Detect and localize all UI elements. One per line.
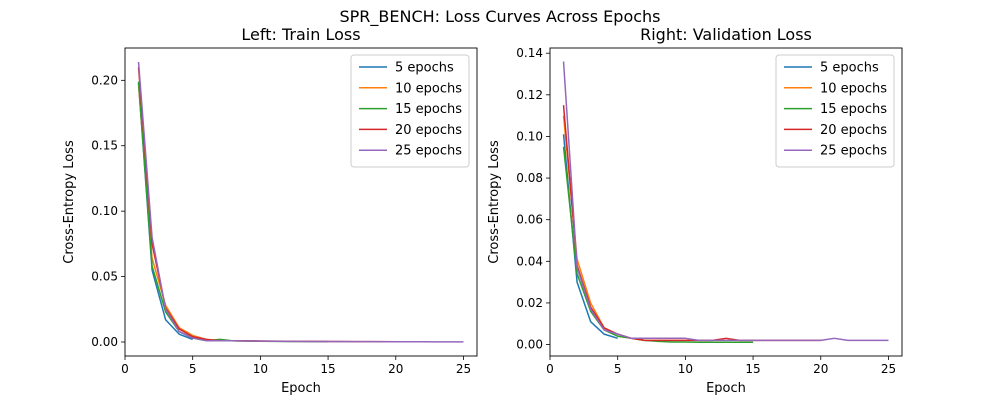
val-x-axis-label: Epoch	[706, 381, 746, 396]
val-x-tick-label: 15	[745, 362, 760, 376]
val-x-tick-label: 10	[678, 362, 693, 376]
train-legend-label: 20 epochs	[395, 123, 462, 138]
val-y-tick-label: 0.12	[516, 88, 543, 102]
val-x-tick-label: 20	[813, 362, 828, 376]
train-series-line-25-epochs	[137, 61, 464, 343]
left-train-loss-chart: Left: Train Loss 0 5 10 15 20 25 0.00 0.05 0.10 0.…	[62, 25, 478, 396]
train-y-tick-label: 0.05	[91, 270, 118, 284]
val-legend-label: 25 epochs	[820, 144, 887, 159]
val-y-tick-label: 0.06	[516, 213, 543, 227]
val-legend-box	[775, 54, 895, 168]
val-y-tick-label: 0.02	[516, 296, 543, 310]
val-axes-frame	[549, 47, 903, 357]
train-axes-frame	[124, 47, 478, 357]
val-y-tick-label: 0.14	[516, 46, 543, 60]
val-series-line-25-epochs	[562, 61, 889, 342]
val-y-tick-label: 0.00	[516, 338, 543, 352]
train-y-tick-label: 0.00	[91, 335, 118, 349]
val-x-tick-label: 25	[881, 362, 896, 376]
train-legend-label: 5 epochs	[395, 61, 454, 76]
train-x-tick-label: 0	[121, 362, 129, 376]
train-legend: 5 epochs 10 epochs 15 epochs 20 epochs 25 ep…	[350, 54, 470, 168]
val-x-tick-label: 5	[614, 362, 622, 376]
val-series-group	[562, 61, 889, 344]
val-chart-title: Right: Validation Loss	[640, 25, 812, 44]
train-y-tick-label: 0.10	[91, 204, 118, 218]
figure-suptitle: SPR_BENCH: Loss Curves Across Epochs	[339, 7, 660, 27]
train-x-tick-label: 10	[253, 362, 268, 376]
train-legend-label: 25 epochs	[395, 144, 462, 159]
val-x-tick-label: 0	[546, 362, 554, 376]
train-y-tick-label: 0.15	[91, 139, 118, 153]
train-x-axis-label: Epoch	[281, 381, 321, 396]
val-series-line-15-epochs	[562, 146, 754, 344]
train-x-tick-label: 5	[189, 362, 197, 376]
val-y-tick-label: 0.04	[516, 254, 543, 268]
val-y-axis-label: Cross-Entropy Loss	[487, 140, 502, 264]
val-legend-label: 20 epochs	[820, 123, 887, 138]
train-legend-box	[350, 54, 470, 168]
right-validation-loss-chart: Right: Validation Loss 0 5 10 15 20 25 0.00 0.02…	[487, 25, 903, 396]
train-chart-title: Left: Train Loss	[241, 25, 360, 44]
train-legend-label: 10 epochs	[395, 81, 462, 96]
val-legend: 5 epochs 10 epochs 15 epochs 20 epochs 25 ep…	[775, 54, 895, 168]
val-legend-label: 5 epochs	[820, 61, 879, 76]
train-y-axis-label: Cross-Entropy Loss	[62, 140, 77, 264]
val-legend-label: 15 epochs	[820, 102, 887, 117]
val-y-tick-label: 0.08	[516, 171, 543, 185]
val-y-tick-label: 0.10	[516, 129, 543, 143]
train-legend-label: 15 epochs	[395, 102, 462, 117]
train-series-group	[137, 61, 464, 343]
val-legend-label: 10 epochs	[820, 81, 887, 96]
train-x-tick-label: 20	[388, 362, 403, 376]
train-y-tick-label: 0.20	[91, 73, 118, 87]
train-x-tick-label: 25	[456, 362, 471, 376]
train-x-tick-label: 15	[320, 362, 335, 376]
